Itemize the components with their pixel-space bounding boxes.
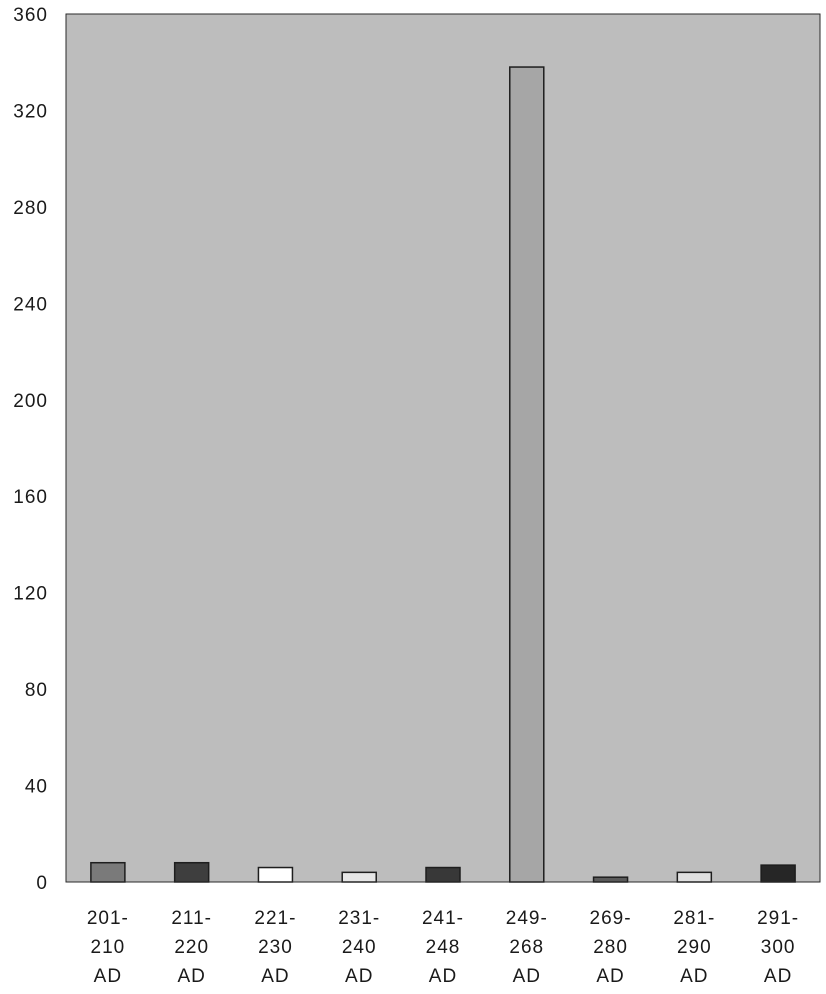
bar <box>592 876 629 883</box>
x-axis-categories: 201- 210 AD 211- 220 AD 221- 230 AD 231- 240 AD 241-… <box>87 908 799 987</box>
plot-area <box>66 14 820 882</box>
bar <box>90 861 126 883</box>
bar <box>341 871 377 883</box>
x-category-label: AD <box>680 966 708 987</box>
x-category-label: 268 <box>509 937 544 958</box>
bar <box>257 866 294 883</box>
x-category-label: 220 <box>174 937 209 958</box>
y-tick-label: 0 <box>36 873 48 894</box>
x-category-label: 230 <box>258 937 293 958</box>
x-category-label: AD <box>94 966 122 987</box>
y-tick-label: 280 <box>13 198 48 219</box>
x-category-label: AD <box>513 966 541 987</box>
x-category-label: AD <box>764 966 792 987</box>
x-category-label: 211- <box>171 908 212 929</box>
y-tick-label: 80 <box>25 680 48 701</box>
x-category-label: 248 <box>426 937 461 958</box>
x-category-label: 269- <box>590 908 632 929</box>
y-tick-label: 40 <box>25 777 48 798</box>
x-category-label: 290 <box>677 937 712 958</box>
bar <box>676 871 713 883</box>
plot-frame <box>65 13 821 883</box>
bar <box>173 861 210 883</box>
x-category-label: 291- <box>757 908 799 929</box>
bars-group <box>90 66 796 883</box>
x-category-label: 281- <box>673 908 715 929</box>
x-category-label: AD <box>345 966 373 987</box>
bar <box>425 866 461 883</box>
y-tick-label: 360 <box>13 5 48 26</box>
x-category-label: 221- <box>254 908 296 929</box>
y-tick-label: 240 <box>13 294 48 315</box>
y-axis-ticks: 0 40 80 120 160 200 240 280 320 360 <box>13 5 48 894</box>
y-tick-label: 160 <box>13 487 48 508</box>
x-category-label: 231- <box>338 908 380 929</box>
x-category-label: AD <box>261 966 289 987</box>
y-tick-label: 200 <box>13 391 48 412</box>
x-category-label: 241- <box>422 908 464 929</box>
x-category-label: 280 <box>593 937 628 958</box>
bar <box>509 66 545 883</box>
x-category-label: 240 <box>342 937 377 958</box>
x-category-label: AD <box>596 966 624 987</box>
x-category-label: AD <box>429 966 457 987</box>
x-category-label: AD <box>177 966 205 987</box>
x-category-label: 300 <box>761 937 796 958</box>
x-category-label: 249- <box>506 908 548 929</box>
x-category-label: 201- <box>87 908 129 929</box>
bar <box>760 864 796 883</box>
x-category-label: 210 <box>91 937 126 958</box>
y-tick-label: 320 <box>13 101 48 122</box>
y-tick-label: 120 <box>13 584 48 605</box>
